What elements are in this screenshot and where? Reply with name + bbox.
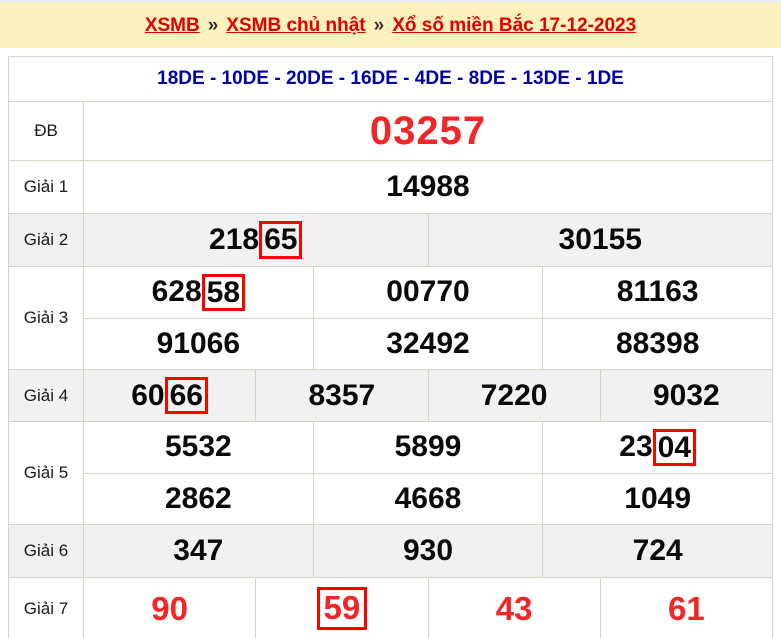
prize-value: 347 bbox=[173, 534, 224, 567]
prize-value: 4668 bbox=[312, 473, 543, 524]
highlight-box: 58 bbox=[201, 273, 246, 311]
breadcrumb-separator: » bbox=[207, 14, 219, 36]
prize-value: 81163 bbox=[542, 267, 772, 318]
prize-row-6: Giải 6 347 930 724 bbox=[9, 524, 772, 577]
de-summary-row: 18DE - 10DE - 20DE - 16DE - 4DE - 8DE - … bbox=[9, 57, 772, 101]
prize-label-5: Giải 5 bbox=[9, 422, 84, 524]
number-prefix: 218 bbox=[209, 223, 260, 256]
prize-value: 14988 bbox=[386, 170, 470, 203]
number-prefix: 628 bbox=[151, 275, 202, 309]
breadcrumb: XSMB » XSMB chủ nhật » Xổ số miền Bắc 17… bbox=[0, 3, 781, 48]
prize-value: 2862 bbox=[164, 481, 232, 515]
prize-label-6: Giải 6 bbox=[9, 525, 84, 577]
highlight-box: 66 bbox=[164, 376, 208, 415]
prize-label-4: Giải 4 bbox=[9, 370, 84, 421]
highlight-box: 65 bbox=[259, 221, 303, 259]
prize-value: 8357 bbox=[255, 370, 427, 421]
prize-value: 23 04 bbox=[542, 422, 772, 473]
prize-value: 32492 bbox=[312, 318, 543, 369]
prize-value: 90 bbox=[151, 589, 188, 627]
prize-value: 724 bbox=[542, 525, 772, 577]
prize-value: 930 bbox=[312, 525, 543, 577]
prize-value: 9032 bbox=[599, 370, 772, 421]
prize-value: 43 bbox=[427, 578, 600, 638]
prize-value: 30155 bbox=[427, 214, 773, 266]
highlight-box: 59 bbox=[316, 587, 368, 630]
prize-label-7: Giải 7 bbox=[9, 578, 84, 638]
prize-value: 628 58 bbox=[84, 267, 313, 318]
page-top-strip bbox=[0, 0, 781, 3]
prize-value: 00770 bbox=[312, 267, 543, 318]
prize-label-2: Giải 2 bbox=[9, 214, 84, 266]
prize-value: 60 66 bbox=[84, 370, 255, 421]
prize-label-special: ĐB bbox=[9, 102, 84, 160]
prize-row-3: Giải 3 628 58 00770 81163 91066 32492 883… bbox=[9, 266, 772, 369]
number-prefix: 23 bbox=[619, 430, 653, 464]
prize-row-5: Giải 5 5532 5899 23 04 2862 4668 1049 bbox=[9, 421, 772, 524]
prize-label-1: Giải 1 bbox=[9, 161, 84, 213]
highlight-box: 04 bbox=[652, 428, 697, 466]
prize-value: 1049 bbox=[542, 473, 772, 524]
prize-value-special: 03257 bbox=[369, 108, 487, 153]
prize-value: 59 bbox=[255, 578, 427, 638]
prize-label-3: Giải 3 bbox=[9, 267, 84, 369]
prize-value: 7220 bbox=[427, 370, 600, 421]
prize-row-1: Giải 1 14988 bbox=[9, 160, 772, 213]
de-summary-text: 18DE - 10DE - 20DE - 16DE - 4DE - 8DE - … bbox=[157, 68, 624, 89]
prize-value: 88398 bbox=[542, 318, 772, 369]
prize-value: 91066 bbox=[156, 326, 241, 360]
prize-value: 61 bbox=[599, 578, 772, 638]
prize-row-special: ĐB 03257 bbox=[9, 101, 772, 160]
prize-row-4: Giải 4 60 66 8357 7220 9032 bbox=[9, 369, 772, 421]
prize-value: 5899 bbox=[312, 422, 543, 473]
breadcrumb-separator: » bbox=[373, 14, 385, 36]
number-prefix: 60 bbox=[131, 378, 165, 412]
results-table: 18DE - 10DE - 20DE - 16DE - 4DE - 8DE - … bbox=[8, 56, 773, 638]
prize-value: 218 65 bbox=[84, 214, 428, 266]
prize-row-2: Giải 2 218 65 30155 bbox=[9, 213, 772, 266]
prize-row-7: Giải 7 90 59 43 61 bbox=[9, 577, 772, 638]
breadcrumb-link-current-draw[interactable]: Xổ số miền Bắc 17-12-2023 bbox=[392, 14, 637, 36]
breadcrumb-link-xsmb[interactable]: XSMB bbox=[144, 14, 200, 36]
breadcrumb-link-xsmb-sunday[interactable]: XSMB chủ nhật bbox=[226, 14, 366, 36]
prize-value: 5532 bbox=[164, 430, 232, 464]
